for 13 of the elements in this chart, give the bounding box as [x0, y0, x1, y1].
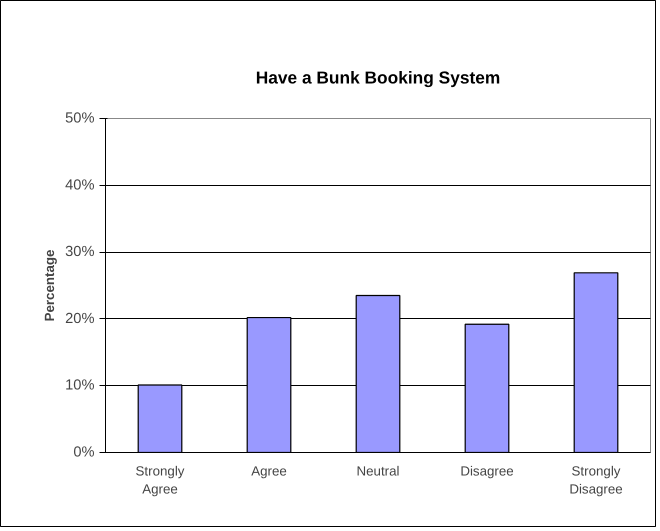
- x-tick-label: Agree: [251, 464, 287, 478]
- y-axis-title: Percentage: [42, 250, 58, 322]
- y-tick-label: 20%: [65, 310, 95, 327]
- y-tick-label: 0%: [73, 444, 95, 460]
- x-tick-label: Disagree: [460, 464, 514, 478]
- y-tick-label: 10%: [65, 378, 95, 394]
- x-tick-label: Neutral: [356, 464, 400, 478]
- chart-title: Have a Bunk Booking System: [256, 68, 500, 88]
- x-tick-label: Strongly Agree: [136, 464, 185, 496]
- y-tick-label: 30%: [65, 244, 95, 260]
- y-tick-label: 40%: [65, 177, 95, 194]
- y-tick-label: 50%: [65, 110, 95, 126]
- x-tick-label: Strongly Disagree: [569, 464, 623, 496]
